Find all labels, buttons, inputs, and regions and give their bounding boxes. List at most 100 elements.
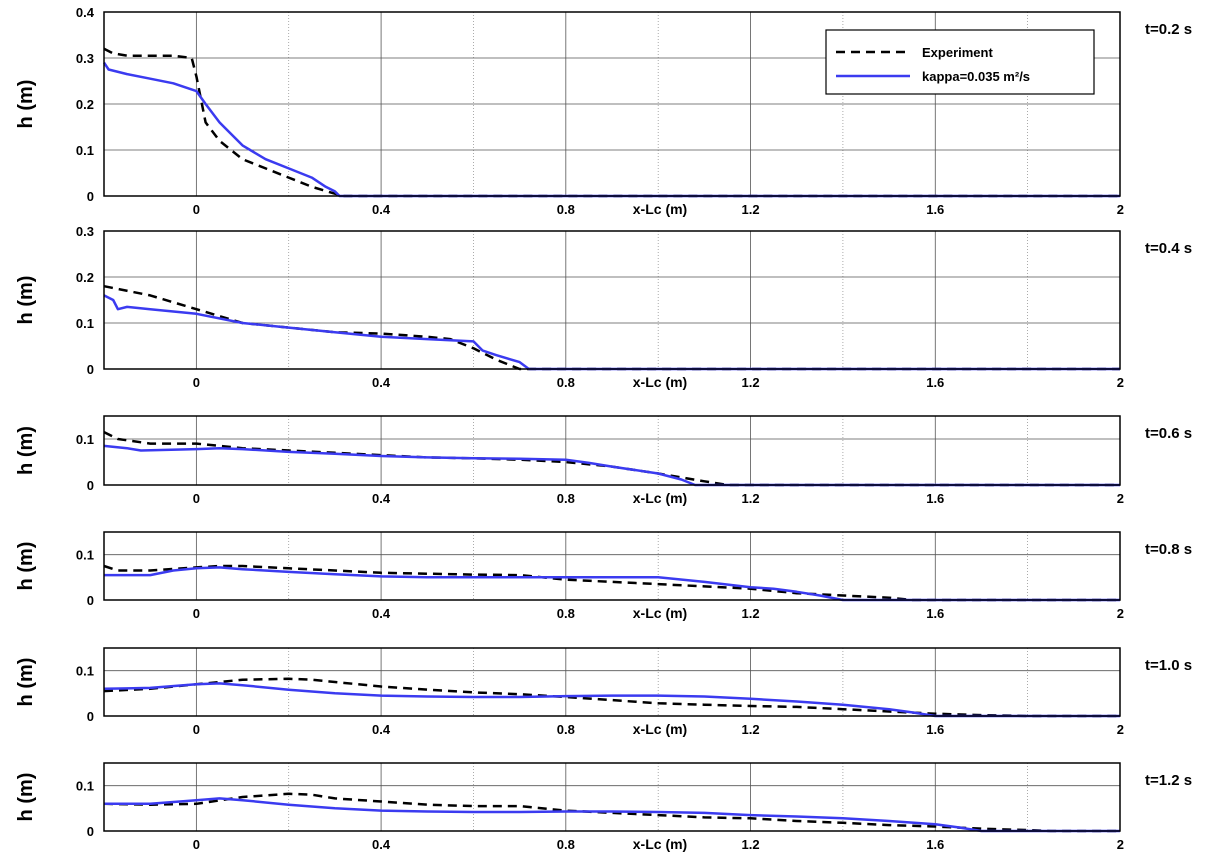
y-tick-label: 0.1 [76,779,94,794]
x-tick-label: 0 [193,491,200,506]
y-tick-label: 0 [87,824,94,839]
plot-frame [103,647,1121,717]
x-tick-label: 0 [193,837,200,852]
plot-frame [103,230,1121,370]
legend: Experiment kappa=0.035 m²/s [825,29,1095,95]
x-tick-label: 0 [193,375,200,390]
panel-5: 0 0.1 0 0.4 0.8 1.2 1.6 2 x-Lc (m) h (m) t=1.0 s [15,647,1192,737]
x-tick-label: 2 [1117,202,1124,217]
x-tick-label: 0.4 [372,202,391,217]
x-tick-label: 1.2 [742,375,760,390]
y-axis-label: h (m) [15,80,37,129]
x-tick-label: 1.6 [926,491,944,506]
panel-2: 0 0.1 0.2 0.3 0 0.4 0.8 1.2 1.6 2 x-Lc (m) h (m) t=0… [15,224,1192,390]
y-tick-label: 0 [87,189,94,204]
experiment-line [103,430,1120,487]
panel-1: 0 0.1 0.2 0.3 0.4 0 0.4 0.8 1.2 1.6 2 x-Lc (m) h (m)… [15,5,1192,217]
y-tick-label: 0.1 [76,664,94,679]
x-axis-label: x-Lc (m) [633,490,687,506]
y-tick-label: 0.1 [76,316,94,331]
x-tick-label: 2 [1117,606,1124,621]
y-axis-label: h (m) [15,426,37,475]
x-tick-label: 0.4 [372,837,391,852]
model-line [103,682,1120,718]
experiment-line [103,47,1120,198]
x-tick-label: 0 [193,202,200,217]
x-tick-label: 0.4 [372,375,391,390]
x-tick-label: 0.8 [557,202,575,217]
x-tick-label: 0.8 [557,722,575,737]
time-label: t=0.8 s [1145,541,1192,558]
panel-6: 0 0.1 0 0.4 0.8 1.2 1.6 2 x-Lc (m) h (m) t=1.2 s [15,762,1192,852]
x-tick-label: 1.6 [926,375,944,390]
x-tick-label: 2 [1117,491,1124,506]
x-tick-label: 2 [1117,837,1124,852]
y-axis-label: h (m) [15,276,37,325]
model-line [104,566,1120,602]
model-line [102,61,1120,198]
legend-label: Experiment [922,45,993,60]
y-tick-label: 0.4 [76,5,95,20]
model-line [104,797,1120,833]
x-tick-label: 1.6 [926,722,944,737]
y-tick-label: 0.1 [76,143,94,158]
plot-frame [103,415,1121,486]
x-tick-label: 2 [1117,722,1124,737]
time-label: t=0.4 s [1145,240,1192,257]
y-axis-label: h (m) [15,658,37,707]
model-line [103,444,1120,487]
plot-frame [103,762,1121,832]
x-axis-label: x-Lc (m) [633,201,687,217]
y-tick-label: 0 [87,593,94,608]
x-tick-label: 0.4 [372,606,391,621]
x-tick-label: 1.6 [926,606,944,621]
plot-frame [103,531,1121,601]
y-tick-label: 0 [87,362,94,377]
x-tick-label: 1.2 [742,202,760,217]
x-tick-label: 0 [193,722,200,737]
x-tick-label: 0.8 [557,837,575,852]
x-axis-label: x-Lc (m) [633,836,687,852]
x-tick-label: 0.8 [557,375,575,390]
time-label: t=1.0 s [1145,657,1192,674]
time-label: t=1.2 s [1145,772,1192,789]
x-tick-label: 1.2 [742,491,760,506]
legend-box [825,29,1095,95]
panel-3: 0 0.1 0 0.4 0.8 1.2 1.6 2 x-Lc (m) h (m) t=0.6 s [15,415,1192,506]
time-label: t=0.2 s [1145,21,1192,38]
x-axis-label: x-Lc (m) [633,605,687,621]
y-axis-label: h (m) [15,773,37,822]
experiment-line [103,284,1120,371]
x-tick-label: 0.4 [372,722,391,737]
x-tick-label: 0.4 [372,491,391,506]
x-axis-label: x-Lc (m) [633,721,687,737]
y-tick-label: 0 [87,709,94,724]
y-tick-label: 0.3 [76,51,94,66]
legend-label: kappa=0.035 m²/s [922,69,1030,84]
y-axis-label: h (m) [15,542,37,591]
plot-frame [103,11,1121,197]
x-tick-label: 0 [193,606,200,621]
x-tick-label: 0.8 [557,491,575,506]
experiment-line [103,677,1120,718]
y-tick-label: 0.2 [76,270,94,285]
time-label: t=0.6 s [1145,425,1192,442]
x-tick-label: 1.2 [742,606,760,621]
model-line [103,294,1120,371]
x-tick-label: 1.6 [926,202,944,217]
x-tick-label: 0.8 [557,606,575,621]
x-tick-label: 2 [1117,375,1124,390]
y-tick-label: 0.1 [76,432,94,447]
experiment-line [103,564,1120,602]
x-tick-label: 1.2 [742,722,760,737]
y-tick-label: 0.2 [76,97,94,112]
x-tick-label: 1.2 [742,837,760,852]
x-axis-label: x-Lc (m) [633,374,687,390]
x-tick-label: 1.6 [926,837,944,852]
y-tick-label: 0.1 [76,548,94,563]
y-tick-label: 0 [87,478,94,493]
panel-4: 0 0.1 0 0.4 0.8 1.2 1.6 2 x-Lc (m) h (m) t=0.8 s [15,531,1192,621]
y-tick-label: 0.3 [76,224,94,239]
